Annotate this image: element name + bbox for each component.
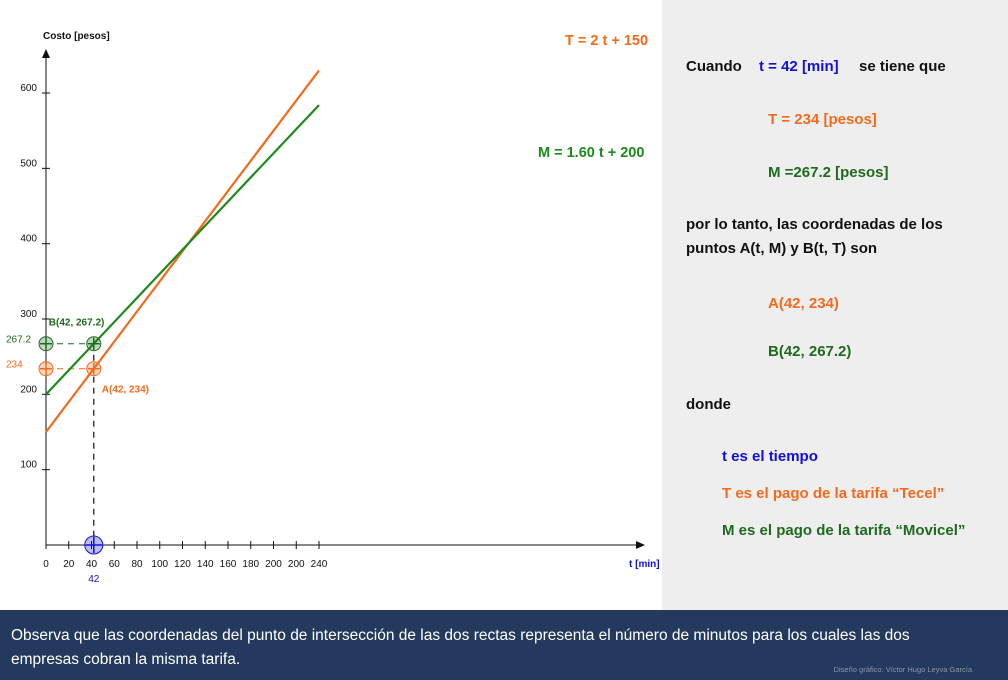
def-t-text: t es el tiempo — [722, 448, 818, 465]
y-axis-arrow — [42, 49, 50, 58]
coord-a-text: A(42, 234) — [768, 295, 839, 312]
x-tick-label: 80 — [131, 559, 143, 570]
x-tick-label: 120 — [174, 559, 191, 570]
chart-svg: Costo [pesos] t [min] 0 20 40 60 80 100 120 140 16… — [6, 31, 660, 585]
coord-b-text: B(42, 267.2) — [768, 343, 852, 360]
y-tick-label: 300 — [20, 309, 37, 320]
y-tick-label: 500 — [20, 158, 37, 169]
x-axis-arrow — [636, 541, 645, 549]
def-M-text: M es el pago de la tarifa “Movicel” — [722, 522, 966, 539]
series-equation-label: T = 2 t + 150 — [565, 33, 648, 49]
y-marker-label: 234 — [6, 360, 23, 371]
x-tick-label: 60 — [109, 559, 121, 570]
chart-area: Costo [pesos] t [min] 0 20 40 60 80 100 120 140 16… — [6, 31, 660, 585]
point-label: B(42, 267.2) — [49, 318, 105, 329]
donde-text: donde — [686, 396, 731, 413]
def-T-text: T es el pago de la tarifa “Tecel” — [722, 485, 945, 502]
design-credit: Diseño gráfico: Víctor Hugo Leyva García — [833, 665, 972, 674]
M-result-text: M =267.2 [pesos] — [768, 164, 889, 181]
t-value-text: t = 42 [min] — [759, 58, 839, 75]
footer-note: Observa que las coordenadas del punto de… — [11, 627, 910, 668]
cuando-text: Cuando — [686, 58, 742, 75]
point-label: A(42, 234) — [102, 385, 149, 396]
por-lo-tanto-line-2: puntos A(t, M) y B(t, T) son — [686, 240, 878, 257]
x-tick-label: 0 — [43, 559, 49, 570]
x-tick-label: 20 — [63, 559, 75, 570]
footer-bar: Observa que las coordenadas del punto de… — [0, 610, 1008, 680]
por-lo-tanto-line-1: por lo tanto, las coordenadas de los — [686, 216, 943, 233]
x-tick-label: 100 — [151, 559, 168, 570]
x-tick-label: 160 — [220, 559, 237, 570]
x-tick-label: 200 — [288, 559, 305, 570]
series-line — [45, 104, 320, 396]
y-axis-label: Costo [pesos] — [43, 31, 110, 42]
y-tick-label: 100 — [20, 460, 37, 471]
x-marker-label: 42 — [88, 574, 100, 585]
x-tick-label: 40 — [86, 559, 98, 570]
se-tiene-text: se tiene que — [859, 58, 946, 75]
y-tick-label: 400 — [20, 234, 37, 245]
x-axis-label: t [min] — [629, 559, 660, 570]
x-tick-label: 240 — [311, 559, 328, 570]
x-tick-label: 200 — [265, 559, 282, 570]
y-marker-label: 267.2 — [6, 335, 31, 346]
explanation-panel: Cuando t = 42 [min] se tiene que T = 234… — [662, 0, 1008, 610]
x-tick-label: 180 — [242, 559, 259, 570]
series-equation-label: M = 1.60 t + 200 — [538, 145, 644, 161]
T-result-text: T = 234 [pesos] — [768, 111, 877, 128]
y-tick-label: 600 — [20, 83, 37, 94]
x-tick-label: 140 — [197, 559, 214, 570]
y-tick-label: 200 — [20, 384, 37, 395]
